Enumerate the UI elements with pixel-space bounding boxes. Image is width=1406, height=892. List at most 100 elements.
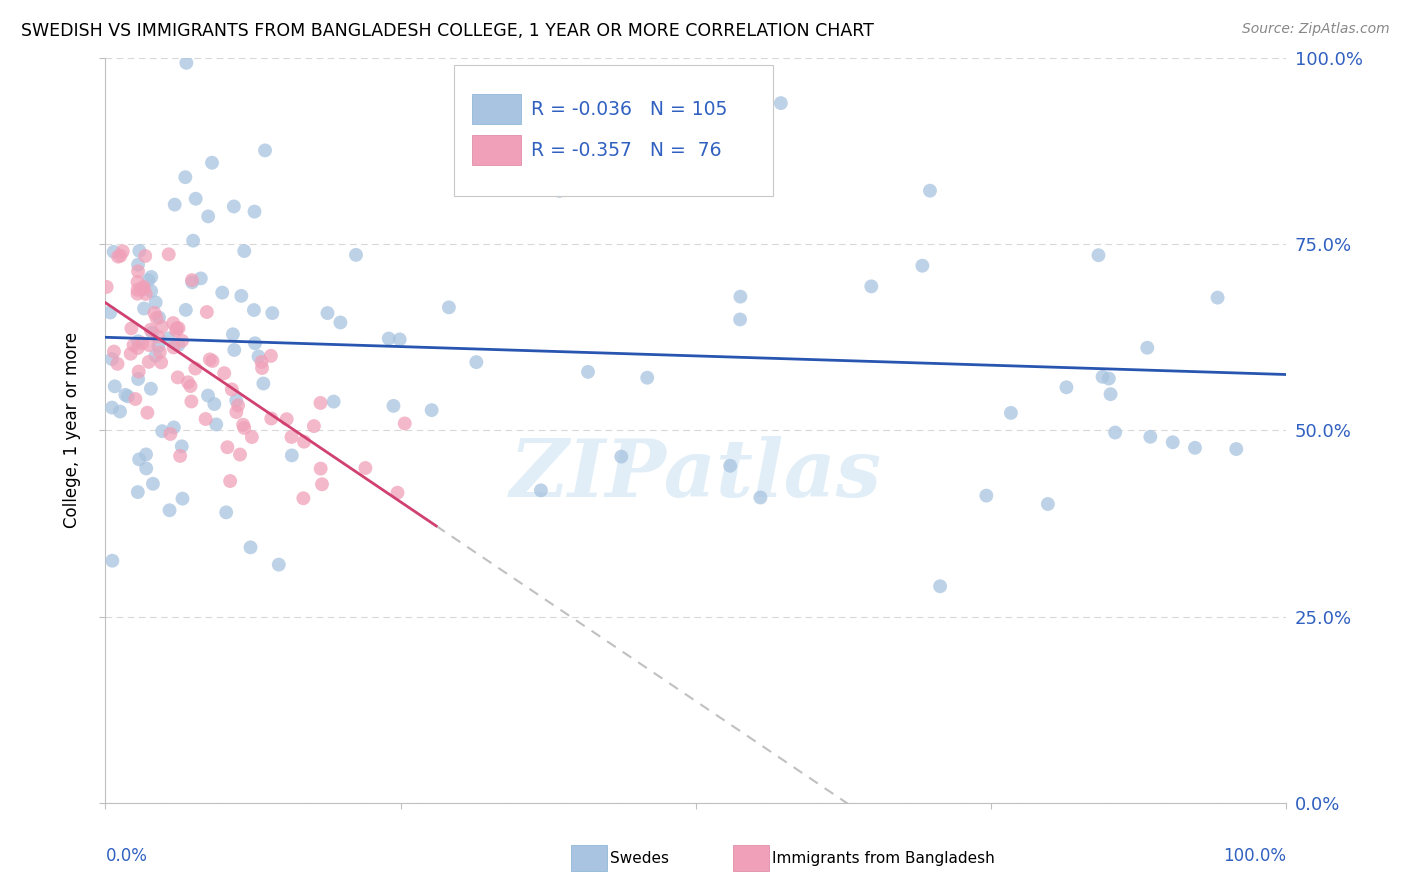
Point xyxy=(143,306,166,320)
Point xyxy=(749,491,772,505)
Point xyxy=(437,301,460,315)
Point xyxy=(101,401,124,415)
Point xyxy=(128,452,150,467)
Point xyxy=(267,558,290,572)
Point xyxy=(388,333,411,347)
Point xyxy=(260,349,283,363)
Point xyxy=(548,184,571,198)
Point xyxy=(148,310,170,325)
Point xyxy=(276,412,298,426)
Point xyxy=(769,96,792,111)
Point xyxy=(226,398,249,412)
Point xyxy=(107,357,129,371)
Point xyxy=(131,336,153,351)
Point xyxy=(233,244,256,258)
Text: R = -0.357   N =  76: R = -0.357 N = 76 xyxy=(530,141,721,160)
Point xyxy=(139,382,162,396)
Point xyxy=(181,275,204,289)
Point xyxy=(221,383,243,397)
Y-axis label: College, 1 year or more: College, 1 year or more xyxy=(63,333,82,528)
Point xyxy=(243,204,266,219)
Point xyxy=(138,338,160,352)
Point xyxy=(163,197,186,211)
Point xyxy=(120,321,142,335)
Point xyxy=(281,449,304,463)
Point xyxy=(165,324,187,338)
Point xyxy=(211,285,233,300)
Point xyxy=(124,392,146,406)
Point xyxy=(190,271,212,285)
Point xyxy=(122,338,145,352)
Point xyxy=(1139,430,1161,444)
FancyBboxPatch shape xyxy=(471,95,522,124)
Point xyxy=(135,447,157,461)
Point xyxy=(150,319,173,334)
Point xyxy=(222,327,245,342)
Point xyxy=(1161,435,1184,450)
Point xyxy=(127,485,149,500)
Point xyxy=(860,279,883,293)
Point xyxy=(127,286,149,301)
Text: SWEDISH VS IMMIGRANTS FROM BANGLADESH COLLEGE, 1 YEAR OR MORE CORRELATION CHART: SWEDISH VS IMMIGRANTS FROM BANGLADESH CO… xyxy=(21,22,875,40)
Point xyxy=(128,365,150,379)
Point xyxy=(225,405,247,419)
Point xyxy=(197,388,219,402)
Point xyxy=(127,283,149,297)
Point xyxy=(172,334,194,348)
Point xyxy=(117,389,139,403)
Point xyxy=(201,155,224,169)
Point xyxy=(146,329,169,343)
Point xyxy=(150,355,173,369)
Point xyxy=(1206,291,1229,305)
Point xyxy=(1104,425,1126,440)
Point xyxy=(135,287,157,301)
Point xyxy=(728,312,751,326)
Point xyxy=(730,290,752,304)
Point xyxy=(309,396,332,410)
Point xyxy=(132,301,155,316)
Point xyxy=(195,305,218,319)
Point xyxy=(240,430,263,444)
Point xyxy=(718,458,741,473)
Point xyxy=(136,406,159,420)
Point xyxy=(166,370,188,384)
Point xyxy=(292,434,315,449)
Point xyxy=(101,352,124,367)
Point xyxy=(636,370,658,384)
Point xyxy=(114,388,136,402)
FancyBboxPatch shape xyxy=(454,65,773,195)
Point xyxy=(96,280,118,294)
Point xyxy=(1184,441,1206,455)
Point xyxy=(219,474,242,488)
Point xyxy=(302,419,325,434)
Point xyxy=(110,249,132,263)
Point xyxy=(148,339,170,353)
Point xyxy=(243,336,266,351)
Point xyxy=(167,321,190,335)
Text: R = -0.036   N = 105: R = -0.036 N = 105 xyxy=(530,100,727,119)
Point xyxy=(108,404,131,418)
Point xyxy=(1087,248,1109,262)
Point xyxy=(166,321,188,335)
Point xyxy=(103,244,125,259)
Point xyxy=(329,316,352,330)
Point xyxy=(231,289,253,303)
Point xyxy=(911,259,934,273)
Point xyxy=(194,412,217,426)
Point xyxy=(225,393,247,408)
Point xyxy=(1036,497,1059,511)
Point xyxy=(1099,387,1122,401)
Point xyxy=(198,352,221,367)
Point xyxy=(1054,380,1077,394)
Point xyxy=(217,440,239,454)
Point xyxy=(120,347,142,361)
Point xyxy=(107,250,129,264)
Point xyxy=(174,302,197,317)
Point xyxy=(610,450,633,464)
Point xyxy=(162,340,184,354)
Point xyxy=(1091,369,1114,384)
Point xyxy=(127,341,149,355)
Point xyxy=(205,417,228,432)
Point xyxy=(135,461,157,475)
Point xyxy=(104,379,127,393)
